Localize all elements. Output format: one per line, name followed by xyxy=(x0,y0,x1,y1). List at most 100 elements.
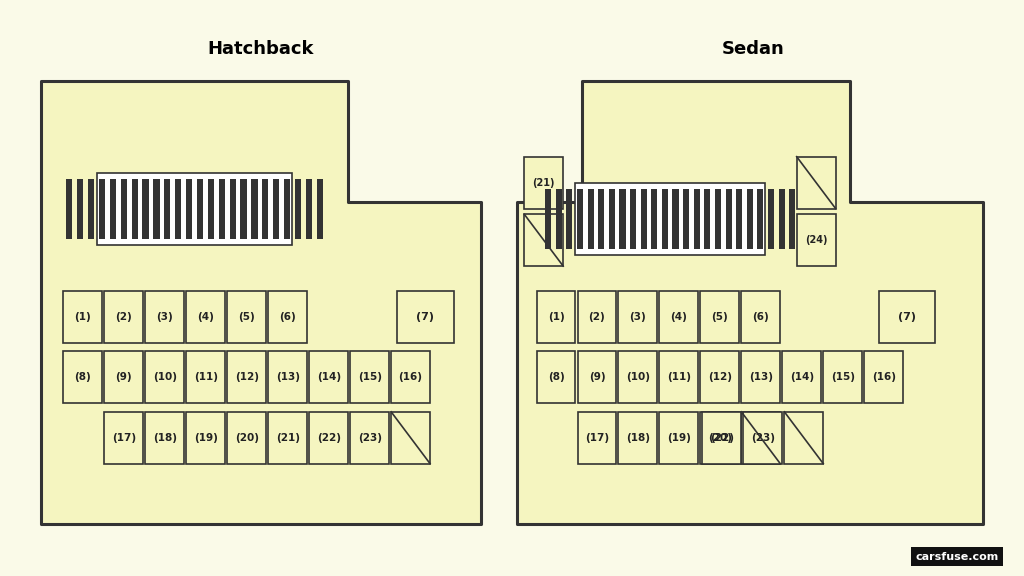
Bar xyxy=(131,179,138,239)
Bar xyxy=(208,179,214,239)
Text: (22): (22) xyxy=(710,433,734,443)
Bar xyxy=(797,214,836,266)
Bar xyxy=(145,351,184,403)
Bar xyxy=(197,179,203,239)
Bar xyxy=(99,179,105,239)
Text: (24): (24) xyxy=(805,235,827,245)
Bar xyxy=(63,291,102,343)
Bar xyxy=(768,189,774,249)
Text: (22): (22) xyxy=(316,433,341,443)
Text: (19): (19) xyxy=(667,433,691,443)
Bar xyxy=(758,189,764,249)
Text: (21): (21) xyxy=(532,177,555,188)
Text: (2): (2) xyxy=(116,312,132,322)
Bar xyxy=(273,179,280,239)
Bar xyxy=(110,179,116,239)
Bar xyxy=(702,412,741,464)
Text: (20): (20) xyxy=(708,433,732,443)
Bar xyxy=(659,351,698,403)
Bar xyxy=(618,351,657,403)
Bar xyxy=(823,351,862,403)
Bar xyxy=(715,189,721,249)
Text: (4): (4) xyxy=(198,312,214,322)
Bar xyxy=(566,189,572,249)
Bar xyxy=(577,189,583,249)
Bar xyxy=(186,179,193,239)
Bar xyxy=(693,189,699,249)
Bar xyxy=(524,157,563,209)
Bar xyxy=(683,189,689,249)
Text: (10): (10) xyxy=(153,372,177,382)
Bar xyxy=(175,179,181,239)
Text: (12): (12) xyxy=(708,372,732,382)
Bar xyxy=(104,412,143,464)
Bar xyxy=(741,351,780,403)
Text: (19): (19) xyxy=(194,433,218,443)
Text: (4): (4) xyxy=(671,312,687,322)
Bar xyxy=(241,179,247,239)
Text: (14): (14) xyxy=(316,372,341,382)
Text: (5): (5) xyxy=(712,312,728,322)
Bar xyxy=(104,351,143,403)
Text: (17): (17) xyxy=(585,433,609,443)
Bar xyxy=(306,179,312,239)
Text: (9): (9) xyxy=(589,372,605,382)
Bar xyxy=(186,291,225,343)
Bar xyxy=(67,179,73,239)
Polygon shape xyxy=(517,81,983,524)
Text: (20): (20) xyxy=(234,433,259,443)
Bar xyxy=(154,179,160,239)
Bar xyxy=(556,189,562,249)
Bar xyxy=(219,179,225,239)
Text: (11): (11) xyxy=(667,372,691,382)
Text: (5): (5) xyxy=(239,312,255,322)
Text: (8): (8) xyxy=(75,372,91,382)
Bar xyxy=(145,291,184,343)
Bar xyxy=(309,351,348,403)
Bar xyxy=(609,189,614,249)
Bar xyxy=(741,412,780,464)
Text: (15): (15) xyxy=(830,372,855,382)
Bar xyxy=(262,179,268,239)
Text: (9): (9) xyxy=(116,372,132,382)
Text: (1): (1) xyxy=(548,312,564,322)
Bar xyxy=(578,351,616,403)
Bar xyxy=(537,291,575,343)
Text: (11): (11) xyxy=(194,372,218,382)
Bar xyxy=(784,412,823,464)
Bar xyxy=(284,179,290,239)
Bar xyxy=(746,189,753,249)
Bar xyxy=(588,189,594,249)
Bar xyxy=(618,412,657,464)
Text: (23): (23) xyxy=(751,433,775,443)
Bar xyxy=(790,189,796,249)
Text: (3): (3) xyxy=(157,312,173,322)
Bar xyxy=(705,189,711,249)
Text: carsfuse.com: carsfuse.com xyxy=(915,552,998,562)
Bar xyxy=(397,291,454,343)
Bar xyxy=(864,351,903,403)
Bar xyxy=(227,412,266,464)
Bar xyxy=(268,351,307,403)
Bar xyxy=(659,412,698,464)
Text: (2): (2) xyxy=(589,312,605,322)
Text: (18): (18) xyxy=(153,433,177,443)
Bar xyxy=(316,179,323,239)
Bar xyxy=(350,412,389,464)
Bar xyxy=(121,179,127,239)
Text: (8): (8) xyxy=(548,372,564,382)
Bar xyxy=(598,189,604,249)
Text: (16): (16) xyxy=(871,372,896,382)
Text: Sedan: Sedan xyxy=(721,40,784,58)
Bar xyxy=(662,189,668,249)
Text: (7): (7) xyxy=(417,312,434,322)
Bar xyxy=(797,157,836,209)
Bar xyxy=(736,189,742,249)
Bar xyxy=(227,351,266,403)
Text: (18): (18) xyxy=(626,433,650,443)
Text: Hatchback: Hatchback xyxy=(208,40,314,58)
Bar xyxy=(537,351,575,403)
Text: (6): (6) xyxy=(753,312,769,322)
Bar xyxy=(88,179,94,239)
Text: (3): (3) xyxy=(630,312,646,322)
